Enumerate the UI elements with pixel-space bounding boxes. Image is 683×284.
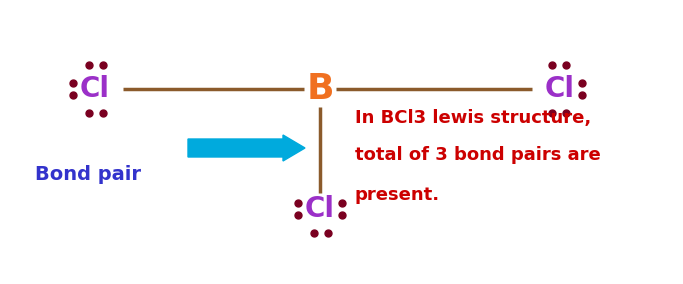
Text: Cl: Cl — [80, 75, 110, 103]
Text: present.: present. — [355, 186, 440, 204]
Text: Cl: Cl — [545, 75, 575, 103]
Text: total of 3 bond pairs are: total of 3 bond pairs are — [355, 146, 601, 164]
Text: In BCl3 lewis structure,: In BCl3 lewis structure, — [355, 109, 591, 127]
Text: Bond pair: Bond pair — [35, 166, 141, 185]
Text: Cl: Cl — [305, 195, 335, 223]
FancyArrow shape — [188, 135, 305, 161]
Text: B: B — [306, 72, 334, 106]
